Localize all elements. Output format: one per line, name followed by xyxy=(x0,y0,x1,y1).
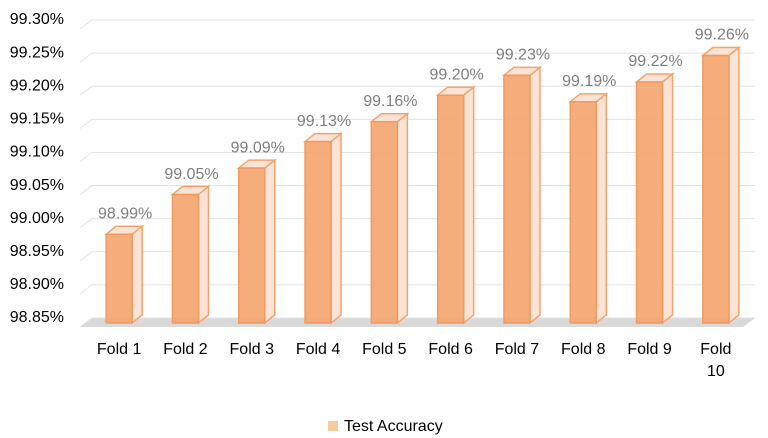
bar-side xyxy=(330,132,342,325)
bar-side xyxy=(728,45,740,325)
bar-front xyxy=(569,101,597,324)
y-tick-label: 99.25% xyxy=(10,44,64,61)
bar xyxy=(170,184,211,325)
bar-side xyxy=(661,72,674,325)
x-tick-label: Fold 10 xyxy=(700,341,732,380)
bar-side xyxy=(396,112,409,325)
value-label: 99.05% xyxy=(164,166,218,183)
bar-front xyxy=(238,167,266,324)
bar xyxy=(501,65,543,325)
bar xyxy=(634,72,675,325)
y-tick-label: 99.05% xyxy=(10,177,64,194)
bar-front xyxy=(635,81,664,324)
value-label: 99.13% xyxy=(297,113,351,130)
bar xyxy=(369,112,410,325)
bar-front xyxy=(436,94,465,324)
grid-line xyxy=(79,19,755,30)
x-tick-label: Fold 2 xyxy=(163,341,208,358)
y-tick-label: 99.30% xyxy=(10,11,64,28)
bar-side xyxy=(462,85,475,325)
bar-front xyxy=(105,233,133,324)
x-tick-label: Fold 4 xyxy=(295,341,341,358)
x-tick-label: Fold 1 xyxy=(96,341,142,358)
value-label: 99.23% xyxy=(496,47,550,64)
x-tick-label: Fold 9 xyxy=(627,341,672,358)
bar-front xyxy=(503,74,531,324)
x-tick-label: Fold 6 xyxy=(428,341,473,358)
bar-front xyxy=(171,193,200,324)
y-tick-label: 99.20% xyxy=(10,77,64,94)
bar-front xyxy=(304,140,332,324)
bar-side xyxy=(529,65,541,325)
y-tick-label: 98.90% xyxy=(10,276,64,293)
bar-front xyxy=(702,54,730,324)
bar-side xyxy=(131,224,143,325)
legend-swatch xyxy=(328,421,338,431)
value-label: 99.16% xyxy=(363,93,417,110)
value-label: 99.19% xyxy=(562,73,616,90)
value-label: 99.26% xyxy=(695,27,749,44)
legend-label: Test Accuracy xyxy=(344,418,443,435)
x-tick-label: Fold 3 xyxy=(229,341,274,358)
bar-side xyxy=(264,158,276,325)
value-label: 98.99% xyxy=(98,206,152,223)
y-tick-label: 99.10% xyxy=(10,144,64,161)
bar xyxy=(236,158,277,325)
y-tick-label: 99.00% xyxy=(10,210,64,227)
x-tick-label: Fold 8 xyxy=(561,341,606,358)
y-tick-label: 98.85% xyxy=(10,309,64,326)
bar xyxy=(435,85,476,325)
x-tick-label: Fold 5 xyxy=(362,341,407,358)
bar xyxy=(302,132,344,325)
bar xyxy=(700,45,741,325)
bar xyxy=(104,224,145,325)
value-label: 99.09% xyxy=(231,139,285,156)
bar-side xyxy=(595,92,607,325)
y-tick-label: 98.95% xyxy=(10,243,64,260)
grid-line xyxy=(79,52,755,63)
y-tick-label: 99.15% xyxy=(10,111,64,128)
bar xyxy=(568,92,609,325)
bar-side xyxy=(197,184,210,325)
x-tick-label: Fold 7 xyxy=(494,341,540,358)
value-label: 99.22% xyxy=(628,53,682,70)
value-label: 99.20% xyxy=(430,66,484,83)
bar-front xyxy=(370,120,399,324)
